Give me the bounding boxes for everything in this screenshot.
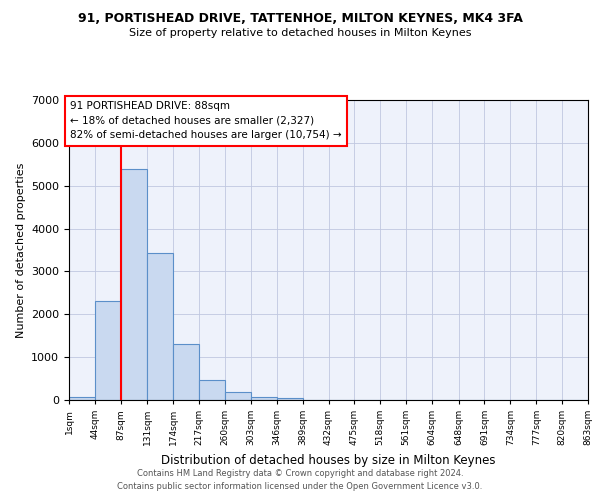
Bar (199, 380, 225, 400)
Bar (69, 397, 95, 400)
Bar (225, 392, 251, 400)
Bar (147, 253, 173, 400)
Text: Contains HM Land Registry data © Crown copyright and database right 2024.: Contains HM Land Registry data © Crown c… (137, 468, 463, 477)
Text: 91, PORTISHEAD DRIVE, TATTENHOE, MILTON KEYNES, MK4 3FA: 91, PORTISHEAD DRIVE, TATTENHOE, MILTON … (77, 12, 523, 26)
Bar (277, 398, 302, 400)
X-axis label: Distribution of detached houses by size in Milton Keynes: Distribution of detached houses by size … (161, 454, 496, 466)
Bar (95, 302, 121, 400)
Bar (251, 396, 277, 400)
Y-axis label: Number of detached properties: Number of detached properties (16, 162, 26, 338)
Text: 91 PORTISHEAD DRIVE: 88sqm
← 18% of detached houses are smaller (2,327)
82% of s: 91 PORTISHEAD DRIVE: 88sqm ← 18% of deta… (70, 101, 342, 140)
Bar (173, 344, 199, 400)
Bar (121, 168, 147, 400)
Text: Contains public sector information licensed under the Open Government Licence v3: Contains public sector information licen… (118, 482, 482, 491)
Text: Size of property relative to detached houses in Milton Keynes: Size of property relative to detached ho… (129, 28, 471, 38)
